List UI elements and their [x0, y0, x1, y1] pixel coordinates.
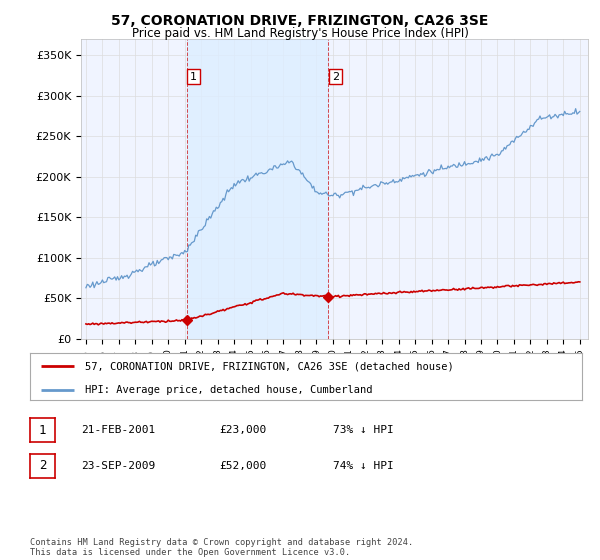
- Text: £52,000: £52,000: [219, 461, 266, 471]
- Text: 74% ↓ HPI: 74% ↓ HPI: [333, 461, 394, 471]
- Text: HPI: Average price, detached house, Cumberland: HPI: Average price, detached house, Cumb…: [85, 385, 373, 395]
- Text: £23,000: £23,000: [219, 425, 266, 435]
- Text: 2: 2: [332, 72, 339, 82]
- Text: 21-FEB-2001: 21-FEB-2001: [81, 425, 155, 435]
- Text: 1: 1: [190, 72, 197, 82]
- Text: Contains HM Land Registry data © Crown copyright and database right 2024.
This d: Contains HM Land Registry data © Crown c…: [30, 538, 413, 557]
- Bar: [187, 39, 328, 339]
- Text: 1: 1: [39, 423, 46, 437]
- Text: 23-SEP-2009: 23-SEP-2009: [81, 461, 155, 471]
- Text: 57, CORONATION DRIVE, FRIZINGTON, CA26 3SE: 57, CORONATION DRIVE, FRIZINGTON, CA26 3…: [112, 14, 488, 28]
- Text: Price paid vs. HM Land Registry's House Price Index (HPI): Price paid vs. HM Land Registry's House …: [131, 27, 469, 40]
- Text: 73% ↓ HPI: 73% ↓ HPI: [333, 425, 394, 435]
- Text: 2: 2: [39, 459, 46, 473]
- Text: 57, CORONATION DRIVE, FRIZINGTON, CA26 3SE (detached house): 57, CORONATION DRIVE, FRIZINGTON, CA26 3…: [85, 361, 454, 371]
